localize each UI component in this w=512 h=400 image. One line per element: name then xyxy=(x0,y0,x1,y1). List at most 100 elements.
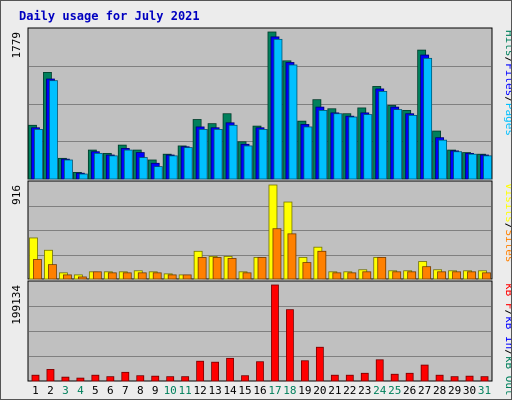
bar-hits-pages-day-23 xyxy=(363,114,373,180)
bar-hits-pages-day-27 xyxy=(423,57,433,180)
bar-visits-sites-day-27 xyxy=(422,266,432,280)
day-label-8: 8 xyxy=(137,384,144,397)
day-label-6: 6 xyxy=(107,384,114,397)
panel-kbytes-legend-item-1: / xyxy=(503,310,511,317)
day-label-16: 16 xyxy=(253,384,266,397)
bar-hits-pages-day-19 xyxy=(303,126,313,180)
bar-visits-sites-day-7 xyxy=(122,272,132,280)
bar-kbytes-kb-f-day-16 xyxy=(256,361,264,382)
day-label-26: 26 xyxy=(403,384,416,397)
panel-kbytes-ymax-label: 199134 xyxy=(10,285,23,325)
bar-kbytes-kb-f-day-21 xyxy=(330,374,339,382)
bar-visits-sites-day-16 xyxy=(257,257,267,280)
day-label-25: 25 xyxy=(388,384,401,397)
day-label-23: 23 xyxy=(358,384,371,397)
bar-kbytes-kb-f-day-15 xyxy=(241,375,249,382)
panel-kbytes-legend-item-3: / xyxy=(503,349,511,356)
day-label-7: 7 xyxy=(122,384,129,397)
day-label-13: 13 xyxy=(208,384,221,397)
day-label-15: 15 xyxy=(238,384,251,397)
panel-hits: 1779 Hits/Files/Pages xyxy=(10,27,511,180)
day-label-19: 19 xyxy=(298,384,311,397)
panel-hits-legend: Hits/Files/Pages xyxy=(503,30,511,136)
bar-visits-sites-day-3 xyxy=(63,274,72,280)
bar-visits-sites-day-8 xyxy=(137,272,147,280)
bar-hits-pages-day-7 xyxy=(123,149,133,180)
bar-hits-pages-day-8 xyxy=(138,157,148,180)
day-label-24: 24 xyxy=(373,384,387,397)
bar-visits-sites-day-13 xyxy=(212,257,222,280)
panel-visits-legend-item-0: Visits xyxy=(503,183,511,223)
bar-kbytes-kb-f-day-28 xyxy=(435,374,444,382)
bar-hits-pages-day-14 xyxy=(228,124,238,180)
bar-kbytes-kb-f-day-9 xyxy=(151,375,160,382)
day-label-29: 29 xyxy=(448,384,461,397)
bar-kbytes-kb-f-day-6 xyxy=(106,376,115,382)
bar-visits-sites-day-17 xyxy=(272,228,282,280)
bar-hits-pages-day-12 xyxy=(198,129,208,180)
day-label-17: 17 xyxy=(268,384,281,397)
panel-hits-legend-item-4: Pages xyxy=(503,103,511,136)
panel-visits-series-1 xyxy=(33,228,491,280)
bar-visits-sites-day-23 xyxy=(362,271,372,280)
bar-hits-pages-day-22 xyxy=(348,116,358,180)
bar-visits-sites-day-31 xyxy=(482,272,491,280)
day-label-4: 4 xyxy=(77,384,84,397)
bar-hits-pages-day-20 xyxy=(318,110,328,180)
bar-hits-pages-day-17 xyxy=(273,38,283,180)
bar-visits-sites-day-11 xyxy=(182,274,192,280)
bar-visits-sites-day-14 xyxy=(227,258,237,280)
bar-hits-pages-day-21 xyxy=(333,113,343,180)
bar-hits-pages-day-30 xyxy=(468,153,477,180)
bar-kbytes-kb-f-day-2 xyxy=(46,369,55,382)
bar-hits-pages-day-6 xyxy=(108,155,118,180)
bar-kbytes-kb-f-day-3 xyxy=(61,376,70,382)
panel-visits-legend-item-2: Sites xyxy=(503,229,511,262)
day-label-10: 10 xyxy=(164,384,177,397)
day-label-11: 11 xyxy=(179,384,192,397)
bar-visits-sites-day-5 xyxy=(92,271,102,280)
panel-kbytes-series-0 xyxy=(31,284,489,382)
panel-hits-legend-item-2: Files xyxy=(503,63,511,96)
day-label-18: 18 xyxy=(283,384,296,397)
panel-hits-series-2 xyxy=(34,38,492,180)
bar-kbytes-kb-f-day-29 xyxy=(450,376,459,382)
day-label-2: 2 xyxy=(47,384,54,397)
day-label-3: 3 xyxy=(62,384,69,397)
bar-visits-sites-day-6 xyxy=(107,272,117,280)
bar-kbytes-kb-f-day-25 xyxy=(390,373,399,382)
bar-visits-sites-day-22 xyxy=(347,272,357,280)
bar-visits-sites-day-29 xyxy=(452,271,461,280)
bar-kbytes-kb-f-day-27 xyxy=(420,364,429,382)
panel-hits-legend-item-0: Hits xyxy=(503,30,511,57)
bar-visits-sites-day-12 xyxy=(197,257,207,280)
bar-hits-pages-day-4 xyxy=(78,173,88,180)
bar-kbytes-kb-f-day-18 xyxy=(286,309,294,382)
bar-hits-pages-day-28 xyxy=(438,139,448,180)
bar-kbytes-kb-f-day-30 xyxy=(465,375,474,382)
bar-hits-pages-day-25 xyxy=(393,109,403,180)
bar-kbytes-kb-f-day-20 xyxy=(315,346,324,382)
bar-visits-sites-day-10 xyxy=(167,274,177,280)
bar-hits-pages-day-10 xyxy=(168,155,178,180)
bar-visits-sites-day-25 xyxy=(392,271,402,280)
bar-hits-pages-day-29 xyxy=(453,151,462,180)
day-label-12: 12 xyxy=(194,384,207,397)
day-label-5: 5 xyxy=(92,384,99,397)
bar-kbytes-kb-f-day-23 xyxy=(360,372,369,382)
panel-hits-ymax-label: 1779 xyxy=(10,32,23,59)
bar-kbytes-kb-f-day-31 xyxy=(480,376,489,382)
bar-kbytes-kb-f-day-8 xyxy=(136,375,145,382)
bar-kbytes-kb-f-day-4 xyxy=(76,377,85,382)
bar-visits-sites-day-19 xyxy=(302,262,312,280)
bar-kbytes-kb-f-day-14 xyxy=(226,357,234,382)
bar-visits-sites-day-30 xyxy=(467,271,476,280)
panel-visits-legend-item-1: / xyxy=(503,223,511,230)
day-label-20: 20 xyxy=(313,384,326,397)
chart-title: Daily usage for July 2021 xyxy=(19,9,200,23)
bar-visits-sites-day-2 xyxy=(48,264,57,280)
bar-hits-pages-day-24 xyxy=(378,91,388,180)
bar-kbytes-kb-f-day-13 xyxy=(211,361,219,382)
